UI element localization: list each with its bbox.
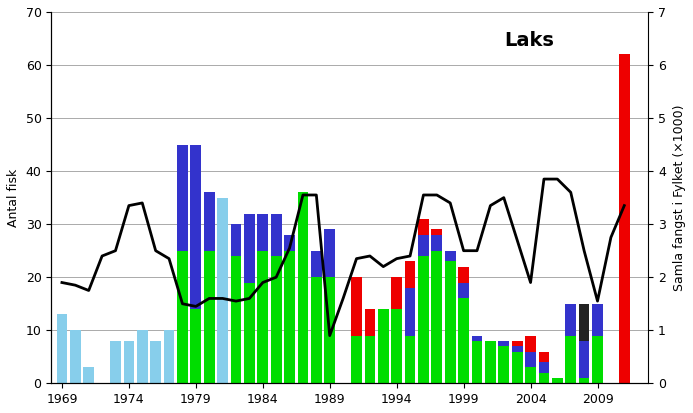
Bar <box>297 192 308 383</box>
Bar <box>191 145 201 309</box>
Bar <box>150 341 161 383</box>
Bar <box>472 336 482 341</box>
Bar <box>204 251 215 383</box>
Bar <box>432 230 442 235</box>
Bar <box>271 256 281 383</box>
Bar <box>525 368 536 383</box>
Bar <box>579 378 590 383</box>
Bar <box>565 336 576 383</box>
Bar <box>177 145 188 251</box>
Bar <box>472 341 482 383</box>
Y-axis label: Antal fisk: Antal fisk <box>7 169 20 227</box>
Bar <box>405 336 415 383</box>
Bar <box>57 314 67 383</box>
Bar <box>432 235 442 251</box>
Bar <box>592 336 603 383</box>
Bar <box>445 261 455 383</box>
Bar <box>579 304 590 341</box>
Bar <box>392 277 402 309</box>
Bar <box>164 330 175 383</box>
Bar <box>512 341 523 346</box>
Bar <box>552 378 563 383</box>
Bar <box>284 251 295 383</box>
Bar <box>365 309 375 336</box>
Bar <box>351 277 362 336</box>
Bar <box>244 282 255 383</box>
Bar <box>137 330 148 383</box>
Bar <box>458 267 469 282</box>
Bar <box>405 261 415 288</box>
Bar <box>565 304 576 336</box>
Bar <box>432 251 442 383</box>
Bar <box>418 235 429 256</box>
Bar <box>592 304 603 336</box>
Bar <box>177 251 188 383</box>
Bar <box>498 341 509 346</box>
Bar <box>217 198 228 383</box>
Bar <box>538 351 550 362</box>
Bar <box>257 251 268 383</box>
Bar <box>418 219 429 235</box>
Bar <box>231 256 241 383</box>
Y-axis label: Samla fangst i Fylket (×1000): Samla fangst i Fylket (×1000) <box>673 104 686 291</box>
Bar <box>405 288 415 336</box>
Bar <box>324 230 335 277</box>
Bar <box>191 309 201 383</box>
Bar <box>311 251 322 277</box>
Bar <box>538 362 550 373</box>
Bar <box>365 336 375 383</box>
Bar <box>244 214 255 282</box>
Bar <box>418 256 429 383</box>
Text: Laks: Laks <box>504 31 554 50</box>
Bar <box>231 224 241 256</box>
Bar <box>204 192 215 251</box>
Bar <box>512 346 523 351</box>
Bar <box>579 341 590 378</box>
Bar <box>311 277 322 383</box>
Bar <box>324 277 335 383</box>
Bar <box>378 309 389 383</box>
Bar <box>257 214 268 251</box>
Bar <box>392 309 402 383</box>
Bar <box>525 336 536 351</box>
Bar <box>458 282 469 299</box>
Bar <box>538 373 550 383</box>
Bar <box>498 346 509 383</box>
Bar <box>445 251 455 261</box>
Bar <box>619 55 630 383</box>
Bar <box>284 235 295 251</box>
Bar <box>271 214 281 256</box>
Bar <box>512 351 523 383</box>
Bar <box>458 299 469 383</box>
Bar <box>123 341 134 383</box>
Bar <box>351 336 362 383</box>
Bar <box>485 341 495 383</box>
Bar <box>525 351 536 368</box>
Bar <box>70 330 80 383</box>
Bar <box>83 368 94 383</box>
Bar <box>110 341 121 383</box>
